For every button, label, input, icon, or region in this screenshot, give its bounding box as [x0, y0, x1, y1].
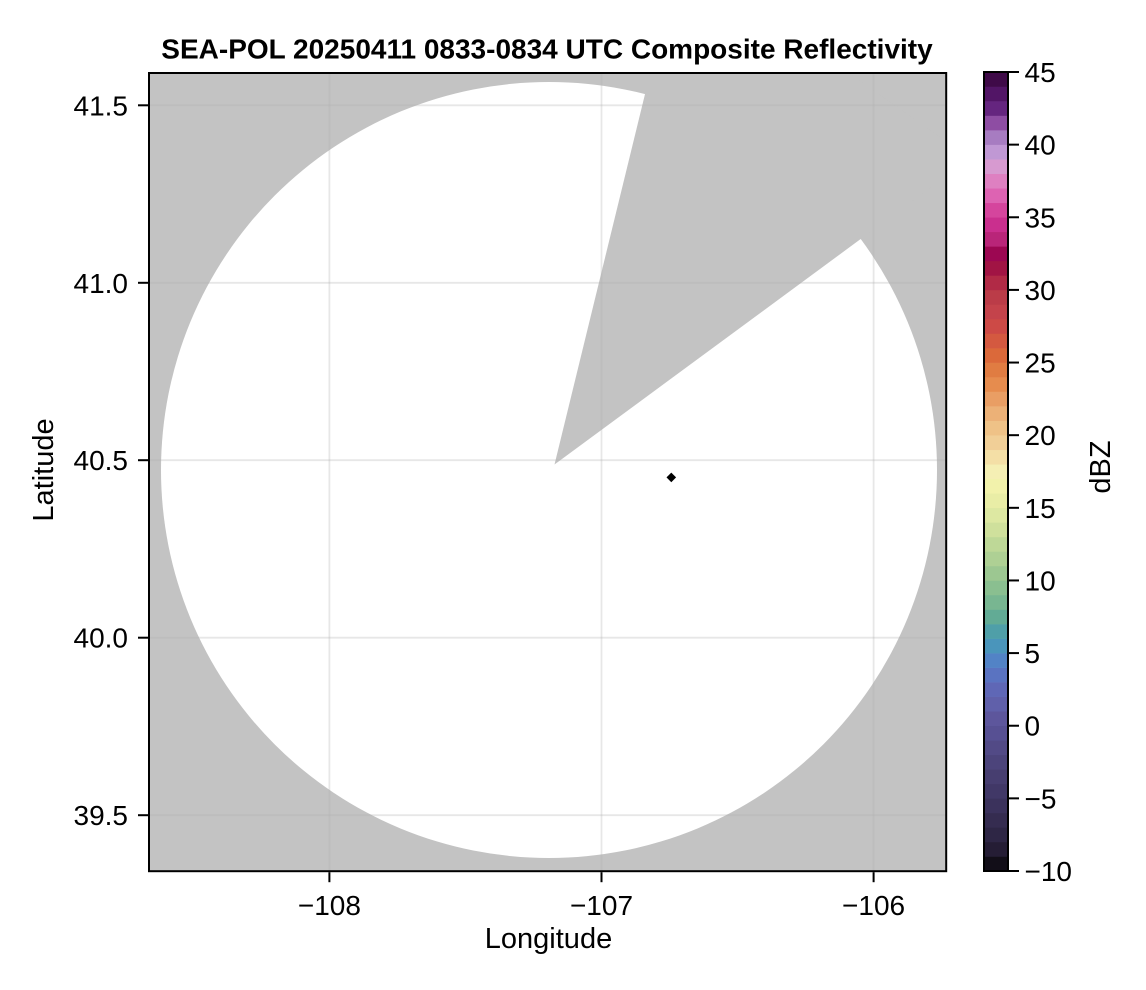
- svg-text:10: 10: [1025, 566, 1056, 597]
- svg-text:−107: −107: [570, 890, 633, 921]
- svg-text:40.0: 40.0: [74, 623, 129, 654]
- svg-text:−108: −108: [298, 890, 361, 921]
- svg-text:35: 35: [1025, 202, 1056, 233]
- svg-text:40: 40: [1025, 130, 1056, 161]
- svg-text:Latitude: Latitude: [28, 418, 60, 521]
- svg-text:45: 45: [1025, 57, 1056, 88]
- svg-text:20: 20: [1025, 420, 1056, 451]
- svg-text:41.5: 41.5: [74, 90, 129, 121]
- svg-text:dBZ: dBZ: [1085, 440, 1117, 493]
- svg-text:SEA-POL 20250411 0833-0834 UTC: SEA-POL 20250411 0833-0834 UTC Composite…: [161, 33, 933, 64]
- svg-text:30: 30: [1025, 275, 1056, 306]
- svg-text:−106: −106: [842, 890, 905, 921]
- svg-text:39.5: 39.5: [74, 800, 129, 831]
- svg-text:15: 15: [1025, 493, 1056, 524]
- svg-text:−5: −5: [1025, 783, 1057, 814]
- svg-text:Longitude: Longitude: [485, 923, 612, 955]
- svg-text:5: 5: [1025, 638, 1041, 669]
- svg-text:−10: −10: [1025, 856, 1073, 887]
- svg-text:41.0: 41.0: [74, 268, 129, 299]
- svg-text:40.5: 40.5: [74, 445, 129, 476]
- svg-text:25: 25: [1025, 348, 1056, 379]
- svg-text:0: 0: [1025, 711, 1041, 742]
